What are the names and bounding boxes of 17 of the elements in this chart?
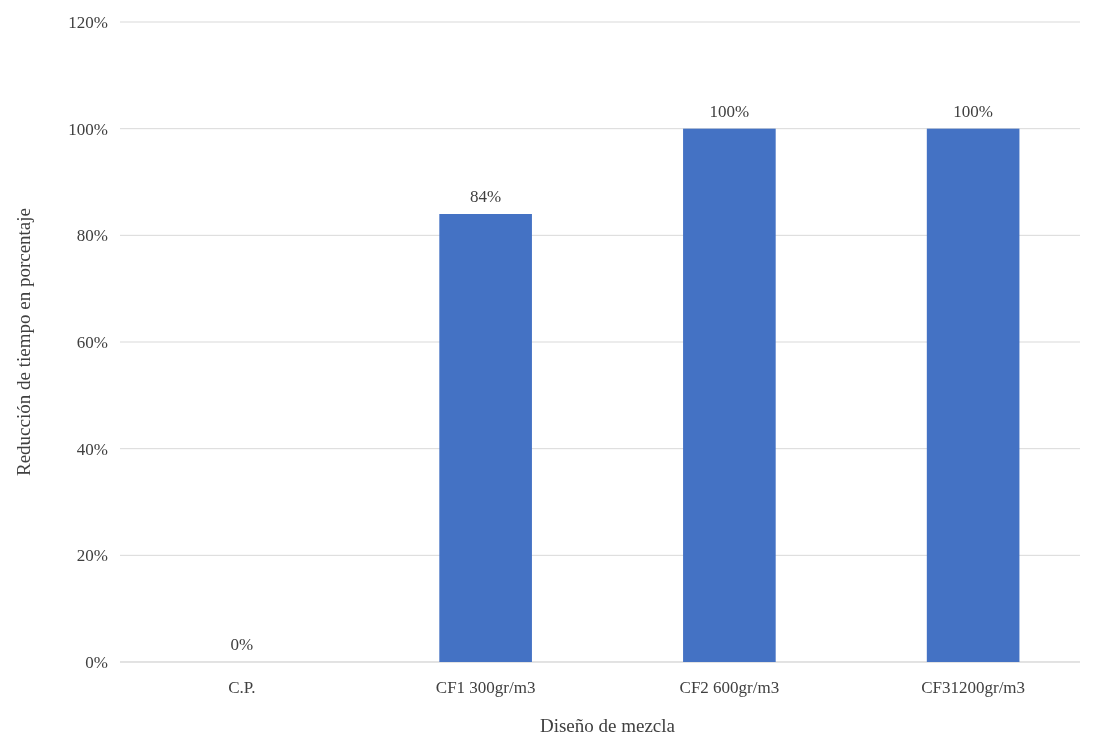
y-tick-label: 120% xyxy=(68,12,108,32)
data-label: 100% xyxy=(709,101,750,121)
data-label: 100% xyxy=(953,101,993,121)
y-tick-label: 100% xyxy=(68,119,108,139)
x-tick-label: CF1 300gr/m3 xyxy=(435,678,536,697)
x-tick-label: CF2 600gr/m3 xyxy=(679,678,780,697)
x-tick-label: C.P. xyxy=(228,678,256,697)
y-tick-label: 80% xyxy=(76,226,108,246)
x-tick-label: CF31200gr/m3 xyxy=(921,678,1026,697)
y-tick-label: 60% xyxy=(76,332,108,352)
y-tick-label: 20% xyxy=(76,546,108,566)
y-tick-label: 40% xyxy=(76,439,108,459)
x-axis-title: Diseño de mezcla xyxy=(539,715,676,736)
y-tick-label: 0% xyxy=(85,652,108,672)
data-label: 0% xyxy=(230,635,254,654)
data-label: 84% xyxy=(470,187,502,206)
y-axis-title: Reducción de tiempo en porcentaje xyxy=(13,207,34,477)
